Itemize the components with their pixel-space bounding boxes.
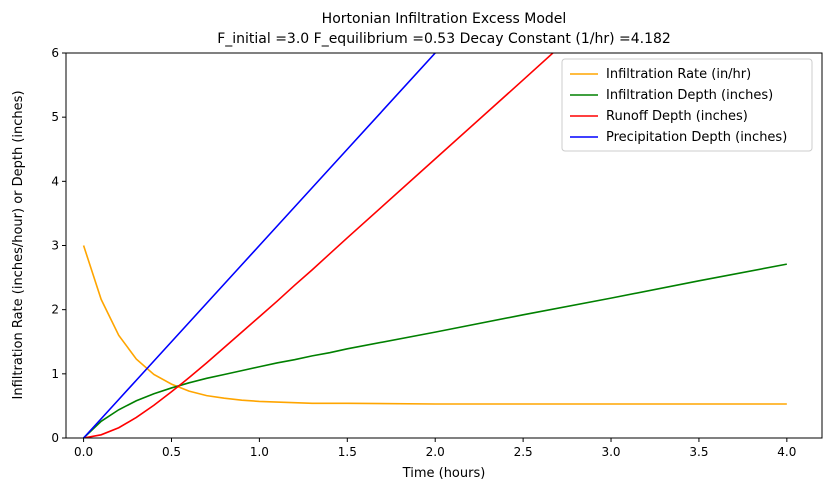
- series-line: [82, 53, 437, 438]
- x-tick-label: 3.0: [601, 445, 620, 459]
- series-line: [83, 263, 787, 438]
- legend: Infiltration Rate (in/hr) Infiltration De…: [561, 58, 813, 152]
- series-line: [82, 245, 787, 405]
- x-tick-label: 2.0: [426, 445, 445, 459]
- x-tick-label: 1.0: [250, 445, 269, 459]
- y-tick-label: 5: [51, 110, 59, 124]
- y-tick-label: 2: [51, 303, 59, 317]
- x-tick-label: 3.5: [689, 445, 708, 459]
- series-line: [83, 53, 555, 438]
- y-axis-label: Infiltration Rate (inches/hour) or Depth…: [11, 90, 26, 399]
- y-tick-label: 4: [51, 174, 59, 188]
- x-tick-label: 0.0: [74, 445, 93, 459]
- x-tick-label: 4.0: [777, 445, 796, 459]
- legend-label: Infiltration Rate (in/hr): [606, 67, 751, 82]
- x-tick-label: 1.5: [338, 445, 357, 459]
- y-tick-label: 6: [51, 46, 59, 60]
- legend-label: Infiltration Depth (inches): [606, 88, 773, 103]
- plot-area: [82, 53, 787, 438]
- x-tick-label: 0.5: [162, 445, 181, 459]
- y-tick-label: 1: [51, 367, 59, 381]
- x-tick-label: 2.5: [514, 445, 533, 459]
- chart-subtitle: F_initial =3.0 F_equilibrium =0.53 Decay…: [217, 31, 671, 47]
- legend-label: Precipitation Depth (inches): [606, 130, 787, 145]
- legend-box: [561, 58, 813, 152]
- x-axis-label: Time (hours): [402, 466, 486, 481]
- y-tick-label: 0: [51, 431, 59, 445]
- chart-title: Hortonian Infiltration Excess Model: [322, 11, 567, 27]
- legend-label: Runoff Depth (inches): [606, 109, 748, 124]
- y-tick-label: 3: [51, 239, 59, 253]
